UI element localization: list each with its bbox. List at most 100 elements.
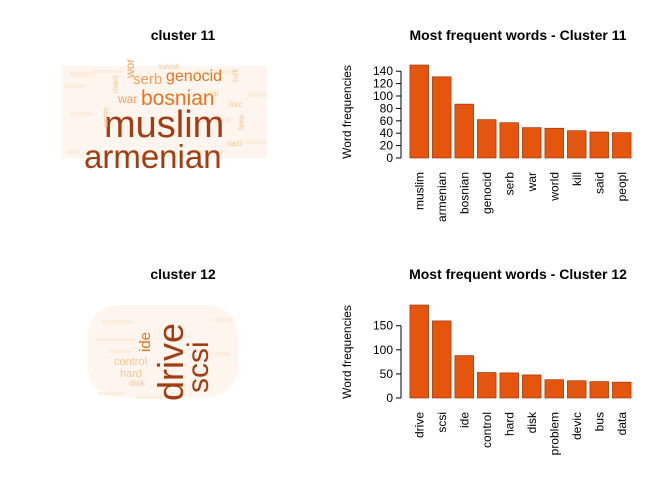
x-tick-labels: drive scsi ide control hard disk problem devic b… — [412, 411, 629, 455]
bar — [544, 127, 564, 159]
x-tick-label: data — [615, 412, 629, 436]
cloud-word: wor — [123, 59, 137, 79]
bar — [612, 132, 632, 159]
faint-word — [248, 92, 266, 97]
cloud-word: hard — [120, 368, 142, 380]
cloud-word: serb — [133, 71, 162, 88]
y-tick-label: 50 — [380, 367, 394, 381]
x-tick-label: ide — [457, 412, 471, 428]
faint-word — [70, 112, 92, 116]
x-tick-label: problem — [547, 412, 561, 455]
y-axis-label: Word frequencies — [340, 65, 354, 159]
cloud-word: muslim — [104, 104, 224, 146]
x-tick-label: armenian — [435, 172, 449, 222]
faint-word — [190, 150, 224, 154]
faint-word — [136, 396, 166, 399]
bars — [409, 304, 632, 399]
x-tick-label: world — [547, 172, 561, 202]
bar — [499, 122, 519, 159]
cloud-word: forc — [229, 100, 242, 109]
faint-word — [108, 350, 132, 353]
wordcloud-title: cluster 11 — [151, 27, 216, 43]
bar — [454, 355, 474, 399]
cloud-word: disk — [129, 378, 146, 388]
x-tick-label: drive — [412, 412, 426, 438]
x-tick-label: control — [480, 412, 494, 448]
y-tick-label: 140 — [373, 64, 393, 78]
bar — [544, 379, 564, 399]
cloud-word: control — [114, 356, 147, 368]
bars — [409, 64, 632, 159]
y-axis-label: Word frequencies — [340, 305, 354, 399]
y-axis: 0 50 100 150 — [373, 319, 402, 405]
cloud-word: genocid — [166, 68, 222, 85]
cloud-word: nazi — [227, 139, 242, 148]
x-tick-labels: muslim armenian bosnian genocid serb war world… — [412, 172, 629, 222]
faint-word — [102, 320, 132, 324]
wordcloud-cluster-11: cluster 11 muslimarmenianbosniangenocids… — [62, 27, 267, 175]
bar — [567, 380, 587, 399]
y-tick-label: 0 — [386, 151, 393, 165]
bar — [522, 127, 542, 159]
bar — [477, 119, 497, 159]
faint-word — [98, 392, 124, 395]
bar — [589, 381, 609, 399]
faint-word — [200, 118, 230, 122]
y-tick-label: 120 — [373, 77, 393, 91]
x-tick-label: kill — [570, 172, 584, 186]
bar — [612, 381, 632, 399]
cloud-word: turk — [231, 68, 240, 82]
x-tick-label: said — [592, 172, 606, 194]
x-tick-label: devic — [570, 412, 584, 440]
bar — [409, 64, 429, 159]
bar — [567, 130, 587, 159]
y-tick-label: 150 — [373, 319, 393, 333]
y-tick-label: 40 — [380, 126, 394, 140]
wordcloud-background — [62, 66, 267, 158]
barchart-title: Most frequent words - Cluster 12 — [409, 266, 627, 282]
cloud-word: serdar — [103, 106, 110, 127]
cloud-word: mani — [111, 75, 120, 93]
bar — [454, 103, 474, 159]
bar — [499, 372, 519, 399]
faint-word — [214, 352, 230, 356]
x-tick-label: bus — [592, 412, 606, 431]
cloud-word: kill — [210, 91, 219, 98]
bar — [432, 320, 452, 399]
x-tick-label: hard — [502, 412, 516, 436]
y-tick-label: 0 — [386, 391, 393, 405]
faint-word — [68, 150, 80, 154]
faint-word — [70, 72, 96, 77]
x-tick-label: scsi — [435, 412, 449, 433]
x-tick-label: disk — [525, 411, 539, 433]
wordcloud-title: cluster 12 — [150, 266, 216, 282]
x-tick-label: muslim — [412, 172, 426, 210]
faint-word — [92, 70, 122, 73]
wordcloud-background — [88, 305, 238, 397]
bar — [477, 372, 497, 399]
bar — [432, 76, 452, 159]
barchart-title: Most frequent words - Cluster 11 — [409, 27, 626, 43]
y-tick-label: 60 — [380, 114, 394, 128]
cloud-word: time — [237, 114, 246, 130]
cloud-word: bosnian — [141, 87, 215, 110]
y-tick-label: 100 — [373, 343, 393, 357]
bar — [522, 374, 542, 399]
x-tick-label: serb — [502, 172, 516, 196]
faint-word — [96, 338, 136, 341]
faint-word — [214, 318, 232, 322]
barchart-cluster-12: Most frequent words - Cluster 12 Word fr… — [340, 266, 632, 455]
y-tick-label: 100 — [373, 89, 393, 103]
x-tick-label: bosnian — [457, 172, 471, 214]
faint-word — [64, 84, 84, 88]
barchart-cluster-11: Most frequent words - Cluster 11 Word fr… — [340, 27, 632, 222]
x-tick-label: peopl — [615, 172, 629, 201]
cloud-word: war — [117, 92, 137, 106]
cloud-word: turkish — [159, 64, 180, 71]
bar — [589, 131, 609, 159]
